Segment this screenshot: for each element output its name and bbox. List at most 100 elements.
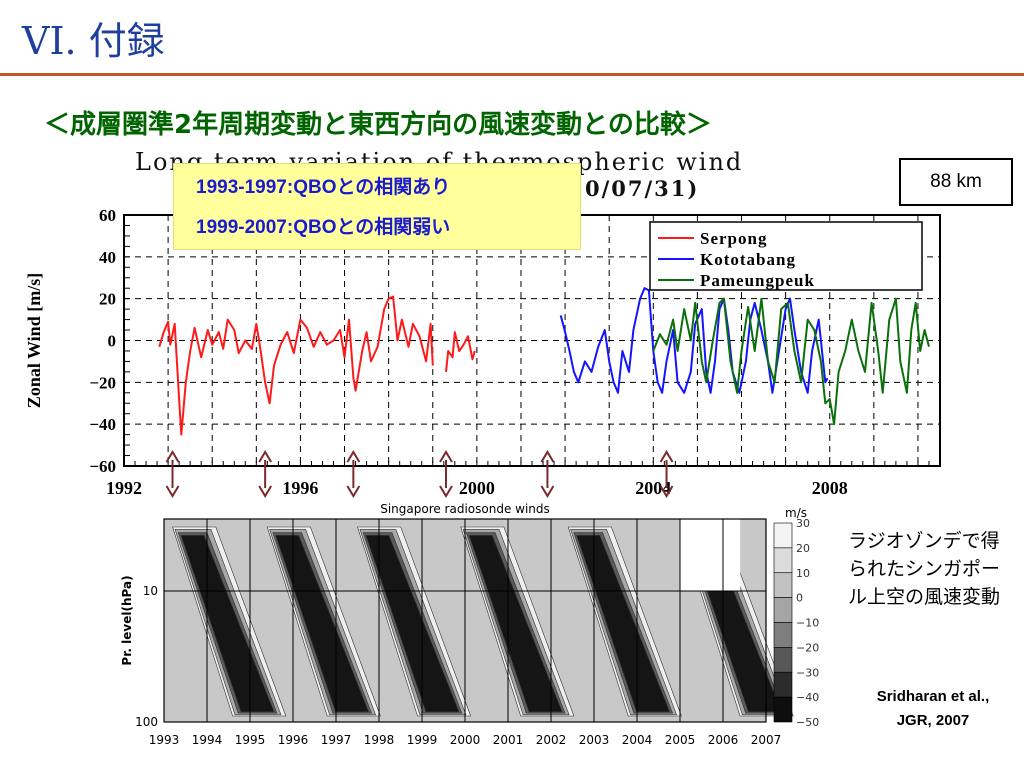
colorbar-label: −30 <box>796 666 819 679</box>
marker-arrow-head-up <box>346 450 361 463</box>
colorbar-swatch <box>773 572 793 598</box>
y-tick-label: −40 <box>89 415 116 434</box>
legend-label: Pameungpeuk <box>700 271 815 290</box>
colorbar-label: 20 <box>796 542 810 555</box>
series-line-serpong <box>158 295 434 436</box>
colorbar-label: −10 <box>796 617 819 630</box>
colorbar-label: −20 <box>796 641 819 654</box>
legend-label: Kototabang <box>700 250 796 269</box>
heatmap-y-tick-label: 100 <box>135 715 158 729</box>
title-rule <box>0 73 1024 76</box>
marker-arrow-head-down <box>258 485 273 498</box>
qbo-band-level <box>365 535 460 713</box>
legend-box <box>649 221 923 291</box>
heatmap-x-tick-label: 2002 <box>536 733 567 747</box>
heatmap-x-tick-label: 1995 <box>235 733 266 747</box>
heatmap-x-tick-label: 2001 <box>493 733 524 747</box>
note-line-1: 1993-1997:QBOとの相関あり <box>196 177 451 198</box>
radiosonde-heatmap: Singapore radiosonde winds 1993 1994 1995 19… <box>120 502 819 747</box>
x-tick-label: 2000 <box>459 478 495 498</box>
marker-arrows <box>165 450 674 498</box>
x-tick-label: 2008 <box>812 478 848 498</box>
heatmap-title: Singapore radiosonde winds <box>380 502 550 516</box>
x-tick-label: 1992 <box>106 478 142 498</box>
legend: Serpong Kototabang Pameungpeuk <box>649 221 923 291</box>
marker-arrow-head-up <box>258 450 273 463</box>
qbo-cycle-band <box>460 526 575 717</box>
heatmap-x-tick-label: 2003 <box>579 733 610 747</box>
y-tick-label: 60 <box>99 206 116 225</box>
y-tick-label: −20 <box>89 373 116 392</box>
heatmap-x-tick-label: 2007 <box>751 733 782 747</box>
marker-arrow-head-up <box>659 450 674 463</box>
slide-subtitle: ＜成層圏準2年周期変動と東西方向の風速変動との比較＞ <box>44 110 712 140</box>
wind-chart-title-tail: 0/07/31) <box>585 176 700 201</box>
wind-chart-title: Long term variation of thermospheric win… <box>135 148 895 201</box>
y-tick-label: −60 <box>89 457 116 476</box>
qbo-band-level <box>180 535 275 713</box>
colorbar-swatch <box>773 597 793 623</box>
qbo-cycle-band <box>357 526 472 717</box>
note-box: 1993-1997:QBOとの相関あり 1999-2007:QBOとの相関弱い <box>173 163 581 250</box>
colorbar-label: −40 <box>796 691 819 704</box>
wind-line-chart: 60 40 20 0 −20 −40 −60 1992 1996 2000 2004 2008 Zona… <box>24 206 941 498</box>
altitude-label: 88 km <box>899 158 1013 206</box>
slide-title: VI. 付録 <box>22 19 165 63</box>
heatmap-frame <box>163 518 767 723</box>
y-tick-label: 40 <box>99 248 116 267</box>
colorbar-swatch <box>773 696 793 723</box>
series-line-pameungpeuk <box>652 297 930 426</box>
heatmap-missing-data <box>680 519 741 591</box>
heatmap-y-tick-label: 10 <box>143 584 158 598</box>
heatmap-x-tick-label: 2004 <box>622 733 653 747</box>
x-tick-label: 2004 <box>635 478 671 498</box>
heatmap-x-tick-label: 1993 <box>149 733 180 747</box>
y-tick-label: 0 <box>108 332 117 351</box>
marker-arrow-head-down <box>346 485 361 498</box>
y-tick-label: 20 <box>99 290 116 309</box>
colorbar-swatch <box>773 647 793 673</box>
legend-label: Serpong <box>700 229 767 248</box>
heatmap-x-tick-label: 1994 <box>192 733 223 747</box>
radiosonde-caption: ラジオゾンデで得られたシンガポール上空の風速変動 <box>848 530 1001 608</box>
qbo-cycle-band <box>567 526 682 717</box>
marker-arrow-head-up <box>439 450 453 463</box>
heatmap-x-tick-label: 2000 <box>450 733 481 747</box>
source-citation: Sridharan et al., JGR, 2007 <box>853 685 1013 733</box>
heatmap-x-tick-label: 1999 <box>407 733 438 747</box>
colorbar-label: 10 <box>796 567 810 580</box>
colorbar-swatch <box>773 522 793 549</box>
source-line-2: JGR, 2007 <box>896 712 970 729</box>
qbo-band-level <box>275 535 370 713</box>
marker-arrow-head-down <box>540 485 555 498</box>
qbo-cycle-band <box>172 526 287 717</box>
colorbar-label: 0 <box>796 592 803 605</box>
marker-arrow-head-down <box>439 485 453 498</box>
heatmap-x-tick-label: 2006 <box>708 733 739 747</box>
colorbar-swatch <box>773 547 793 574</box>
marker-arrow-head-down <box>165 485 180 498</box>
series-line-serpong <box>445 331 476 373</box>
heatmap-x-tick-label: 1997 <box>321 733 352 747</box>
heatmap-y-axis-label: Pr. level(hPa) <box>120 575 134 665</box>
source-line-1: Sridharan et al., <box>876 688 990 705</box>
y-axis-label: Zonal Wind [m/s] <box>24 273 44 408</box>
marker-arrow-head-up <box>165 450 180 463</box>
colorbar-label: 30 <box>796 517 810 530</box>
heatmap-x-tick-label: 1996 <box>278 733 309 747</box>
note-line-2: 1999-2007:QBOとの相関弱い <box>196 217 451 238</box>
heatmap-x-tick-label: 2005 <box>665 733 696 747</box>
marker-arrow-head-up <box>540 450 555 463</box>
colorbar-unit: m/s <box>785 506 807 520</box>
series-line-kototabang <box>559 287 829 394</box>
qbo-band-level <box>468 535 563 713</box>
colorbar-swatch <box>773 671 793 698</box>
heatmap-x-tick-label: 1998 <box>364 733 395 747</box>
marker-arrow-head-down <box>659 485 674 498</box>
qbo-band-level <box>576 535 671 713</box>
qbo-cycle-band <box>266 526 381 717</box>
x-tick-label: 1996 <box>282 478 318 498</box>
colorbar-swatch <box>773 622 793 648</box>
colorbar-label: −50 <box>796 716 819 729</box>
